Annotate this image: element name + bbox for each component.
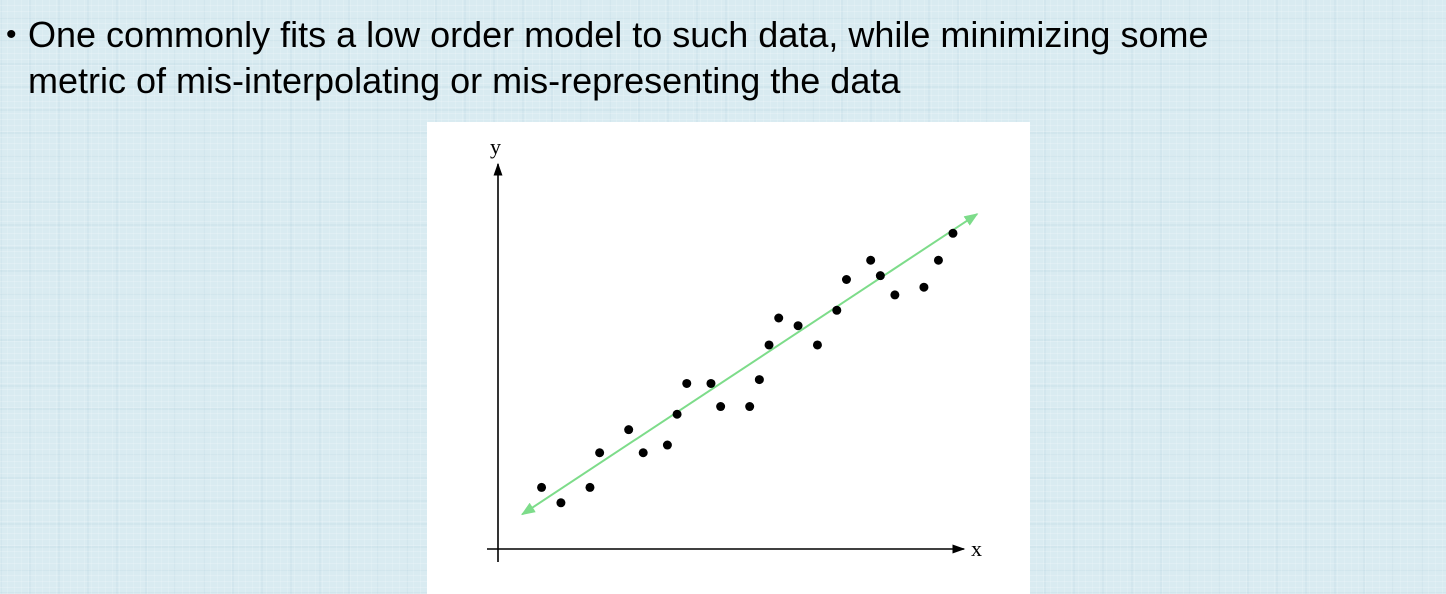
- data-point-4: [595, 448, 605, 458]
- data-point-9: [682, 378, 692, 388]
- data-point-25: [948, 228, 958, 238]
- data-point-7: [662, 440, 672, 450]
- data-point-13: [754, 375, 764, 385]
- data-point-16: [793, 321, 803, 331]
- data-point-6: [638, 448, 648, 458]
- data-point-14: [764, 340, 774, 350]
- data-point-2: [556, 498, 566, 508]
- scatter-figure: y x: [427, 122, 1030, 594]
- data-point-24: [933, 255, 943, 265]
- data-point-21: [875, 271, 885, 281]
- data-point-17: [812, 340, 822, 350]
- data-point-12: [745, 402, 755, 412]
- y-axis-label: y: [490, 134, 501, 159]
- data-point-18: [832, 305, 842, 315]
- data-point-11: [716, 402, 726, 412]
- data-point-19: [841, 275, 851, 284]
- data-point-15: [774, 313, 784, 323]
- data-point-1: [537, 482, 547, 492]
- data-point-3: [585, 482, 595, 492]
- fit-line: [521, 213, 979, 516]
- bullet-text: One commonly fits a low order model to s…: [28, 14, 1209, 101]
- bullet-marker: •: [6, 18, 17, 51]
- data-points: [537, 228, 958, 508]
- x-axis-label: x: [971, 536, 982, 561]
- data-point-8: [672, 409, 682, 419]
- data-point-22: [890, 290, 900, 300]
- bullet-item: • One commonly fits a low order model to…: [6, 12, 1426, 104]
- data-point-5: [624, 425, 634, 435]
- data-point-20: [866, 255, 876, 265]
- data-point-10: [706, 378, 716, 388]
- scatter-plot: y x: [487, 134, 982, 562]
- data-point-23: [919, 282, 929, 292]
